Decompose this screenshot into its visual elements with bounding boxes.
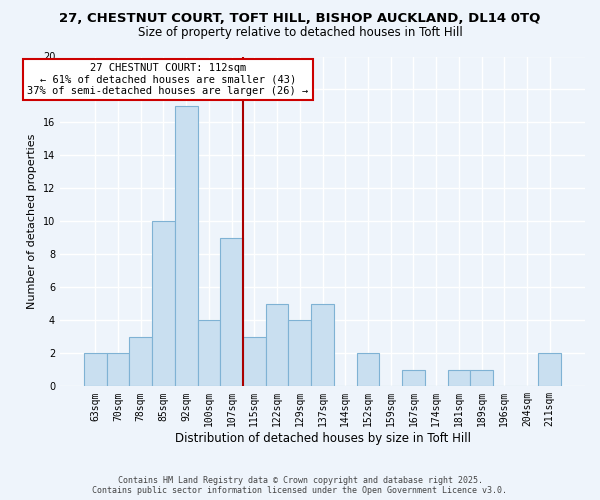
Y-axis label: Number of detached properties: Number of detached properties [27,134,37,309]
Text: 27 CHESTNUT COURT: 112sqm
← 61% of detached houses are smaller (43)
37% of semi-: 27 CHESTNUT COURT: 112sqm ← 61% of detac… [28,63,308,96]
Bar [470,370,493,386]
Bar [356,354,379,386]
Bar [152,222,175,386]
Bar [84,354,107,386]
Bar [448,370,470,386]
Bar [220,238,243,386]
Bar [197,320,220,386]
Text: Contains HM Land Registry data © Crown copyright and database right 2025.
Contai: Contains HM Land Registry data © Crown c… [92,476,508,495]
Bar [402,370,425,386]
Text: 27, CHESTNUT COURT, TOFT HILL, BISHOP AUCKLAND, DL14 0TQ: 27, CHESTNUT COURT, TOFT HILL, BISHOP AU… [59,12,541,26]
Bar [130,337,152,386]
Bar [175,106,197,386]
Bar [107,354,130,386]
Bar [266,304,289,386]
X-axis label: Distribution of detached houses by size in Toft Hill: Distribution of detached houses by size … [175,432,470,445]
Bar [311,304,334,386]
Text: Size of property relative to detached houses in Toft Hill: Size of property relative to detached ho… [137,26,463,39]
Bar [243,337,266,386]
Bar [538,354,561,386]
Bar [289,320,311,386]
